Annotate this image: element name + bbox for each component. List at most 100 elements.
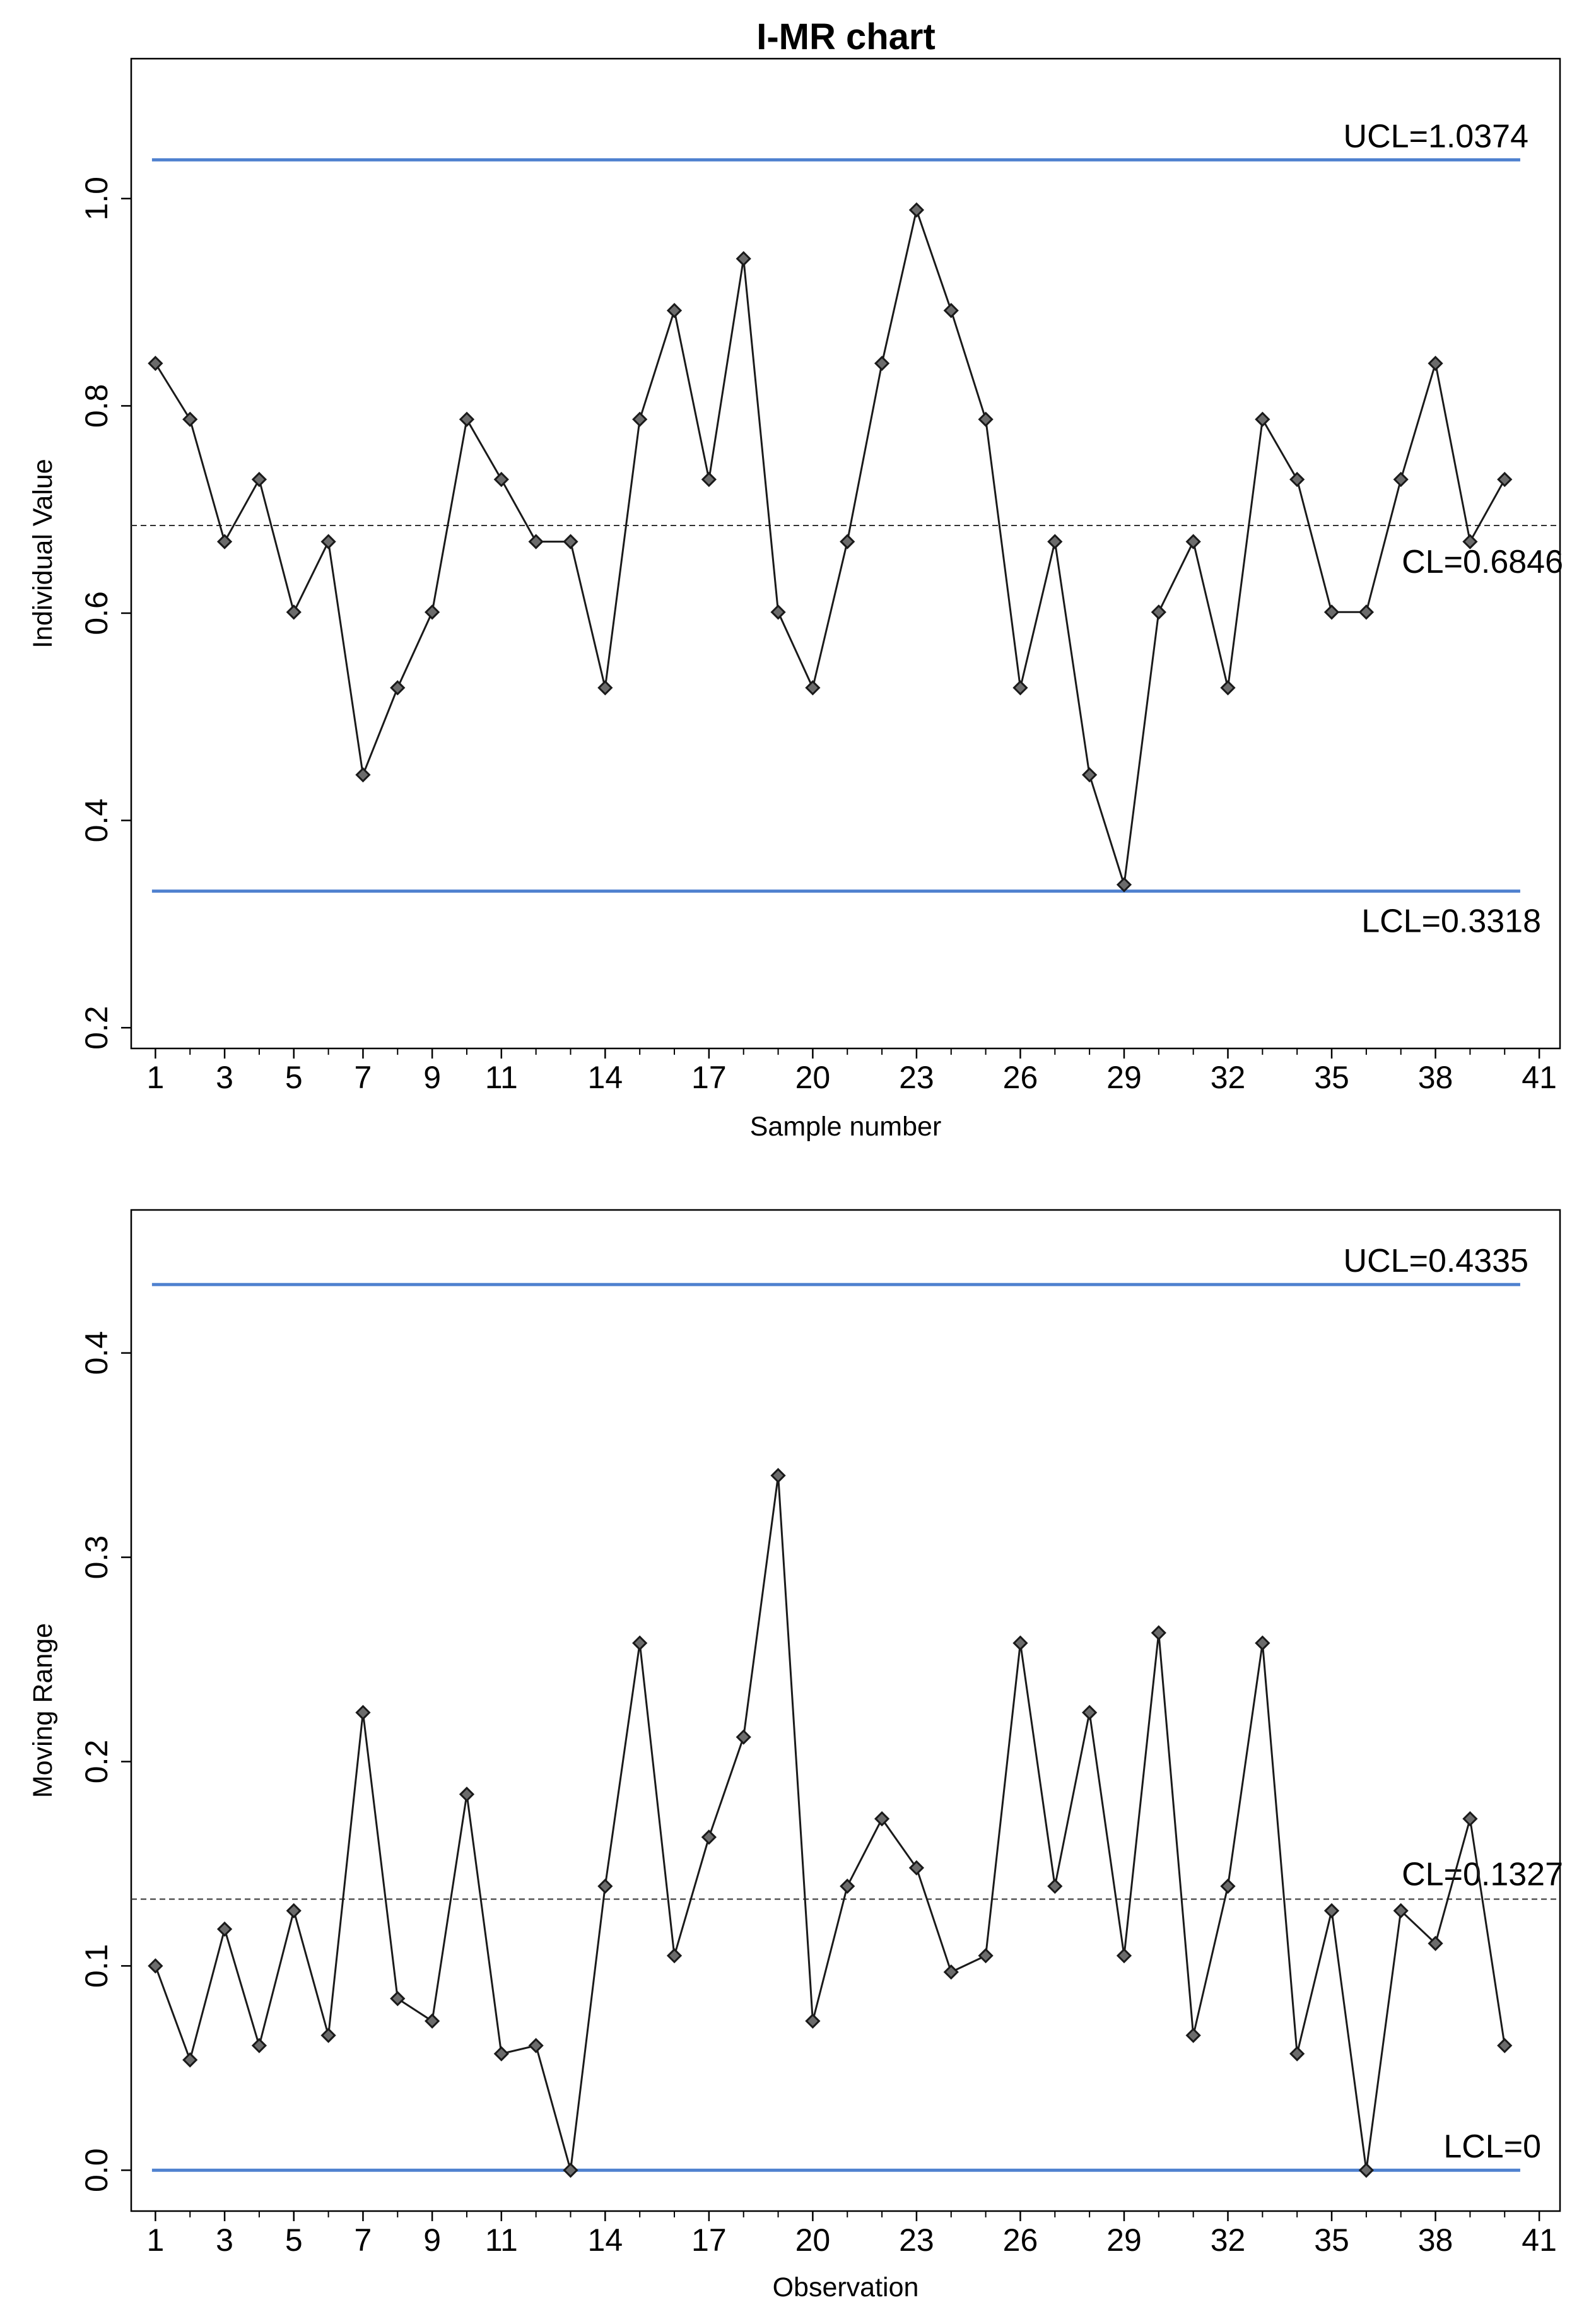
moving-range-panel: 1 3 5 7 9 11 14 17 20 23 26 29 32 35 38 410.00.10.20.30… bbox=[28, 1209, 1563, 2303]
data-point bbox=[1220, 680, 1236, 696]
data-point bbox=[1185, 534, 1201, 549]
data-point bbox=[840, 534, 855, 549]
data-point bbox=[1047, 534, 1063, 549]
x-tick-label: 38 bbox=[1418, 2222, 1453, 2258]
data-point bbox=[1116, 877, 1132, 893]
data-point bbox=[528, 2038, 544, 2053]
x-tick-label: 3 bbox=[216, 1060, 233, 1095]
data-point bbox=[1289, 2046, 1305, 2062]
data-point bbox=[1462, 1811, 1478, 1827]
data-point bbox=[390, 680, 406, 696]
data-point bbox=[320, 534, 336, 549]
x-tick-label: 7 bbox=[355, 1060, 372, 1095]
data-point bbox=[1151, 1625, 1166, 1641]
data-point bbox=[563, 534, 578, 549]
data-point bbox=[908, 1860, 925, 1876]
data-point bbox=[1220, 1878, 1236, 1894]
y-tick-label: 0.4 bbox=[79, 799, 114, 843]
data-point bbox=[1082, 767, 1098, 783]
series-line bbox=[155, 206, 1506, 885]
y-tick-label: 0.1 bbox=[79, 1944, 114, 1988]
x-tick-label: 1 bbox=[146, 1060, 164, 1095]
x-tick-label: 23 bbox=[899, 1060, 934, 1095]
data-point bbox=[493, 471, 509, 488]
x-tick-label: 41 bbox=[1522, 1060, 1557, 1095]
data-point bbox=[286, 604, 302, 620]
data-point bbox=[1255, 1635, 1270, 1651]
data-point bbox=[666, 1948, 683, 1964]
data-point bbox=[286, 1903, 302, 1919]
ucl-label: UCL=1.0374 bbox=[1344, 118, 1528, 155]
data-point bbox=[666, 303, 683, 319]
x-tick-label: 32 bbox=[1211, 2222, 1246, 2258]
y-tick-label: 0.8 bbox=[79, 384, 114, 428]
data-point bbox=[736, 1729, 751, 1745]
chart-title: I-MR chart bbox=[756, 16, 936, 57]
data-point bbox=[459, 1787, 475, 1802]
data-point bbox=[770, 1467, 786, 1484]
x-tick-label: 7 bbox=[355, 2222, 372, 2258]
x-tick-label: 5 bbox=[285, 2222, 303, 2258]
x-tick-label: 26 bbox=[1003, 2222, 1038, 2258]
data-point bbox=[493, 2046, 509, 2062]
y-tick-label: 0.6 bbox=[79, 591, 114, 635]
x-tick-label: 20 bbox=[795, 1060, 831, 1095]
data-point bbox=[597, 1878, 613, 1894]
data-point bbox=[805, 680, 821, 696]
data-point bbox=[216, 534, 233, 549]
data-point bbox=[320, 2028, 336, 2043]
x-axis-label: Observation bbox=[773, 2272, 919, 2303]
x-tick-label: 32 bbox=[1211, 1060, 1246, 1095]
data-point bbox=[251, 471, 267, 488]
data-point bbox=[355, 767, 371, 783]
x-tick-label: 26 bbox=[1003, 1060, 1038, 1095]
data-point bbox=[1116, 1948, 1132, 1964]
data-point bbox=[1323, 604, 1340, 620]
data-point bbox=[1151, 604, 1166, 620]
data-point bbox=[632, 411, 648, 427]
data-point bbox=[390, 1991, 406, 2007]
data-point bbox=[736, 250, 751, 267]
data-point bbox=[943, 303, 959, 319]
data-point bbox=[425, 2013, 440, 2029]
data-point bbox=[1393, 1903, 1409, 1919]
x-tick-label: 29 bbox=[1106, 2222, 1142, 2258]
data-point bbox=[1323, 1903, 1340, 1919]
x-tick-label: 17 bbox=[691, 2222, 727, 2258]
data-point bbox=[1082, 1705, 1098, 1720]
x-tick-label: 3 bbox=[216, 2222, 233, 2258]
data-point bbox=[182, 411, 198, 427]
data-point bbox=[701, 1829, 717, 1845]
data-point bbox=[216, 1921, 233, 1937]
data-point bbox=[1012, 1635, 1028, 1651]
x-tick-label: 9 bbox=[423, 1060, 441, 1095]
y-tick-label: 0.2 bbox=[79, 1740, 114, 1784]
plot-frame bbox=[130, 57, 1561, 1050]
x-tick-label: 5 bbox=[285, 1060, 303, 1095]
data-point bbox=[770, 604, 786, 620]
data-point bbox=[1462, 534, 1478, 549]
lcl-label: LCL=0 bbox=[1443, 2128, 1541, 2165]
series-line bbox=[154, 1475, 1506, 2171]
data-point bbox=[563, 2163, 578, 2178]
x-tick-label: 35 bbox=[1314, 2222, 1349, 2258]
data-point bbox=[840, 1878, 855, 1894]
x-tick-label: 14 bbox=[588, 2222, 623, 2258]
data-point bbox=[701, 471, 717, 488]
data-point bbox=[1358, 2163, 1375, 2178]
x-tick-label: 41 bbox=[1522, 2222, 1557, 2258]
data-point bbox=[355, 1705, 371, 1720]
data-point bbox=[978, 1948, 994, 1964]
lcl-label: LCL=0.3318 bbox=[1361, 903, 1541, 940]
data-point bbox=[908, 202, 925, 218]
cl-label: CL=0.6846 bbox=[1402, 544, 1563, 580]
y-tick-label: 0.2 bbox=[79, 1006, 114, 1050]
x-axis-label: Sample number bbox=[750, 1112, 942, 1142]
data-point bbox=[459, 411, 475, 427]
x-tick-label: 20 bbox=[795, 2222, 831, 2258]
data-point bbox=[148, 1958, 163, 1974]
data-point bbox=[1255, 411, 1270, 427]
individuals-panel: 1 3 5 7 9 11 14 17 20 23 26 29 32 35 38 410.20.40.60.81… bbox=[28, 57, 1563, 1142]
y-tick-label: 0.3 bbox=[79, 1535, 114, 1580]
